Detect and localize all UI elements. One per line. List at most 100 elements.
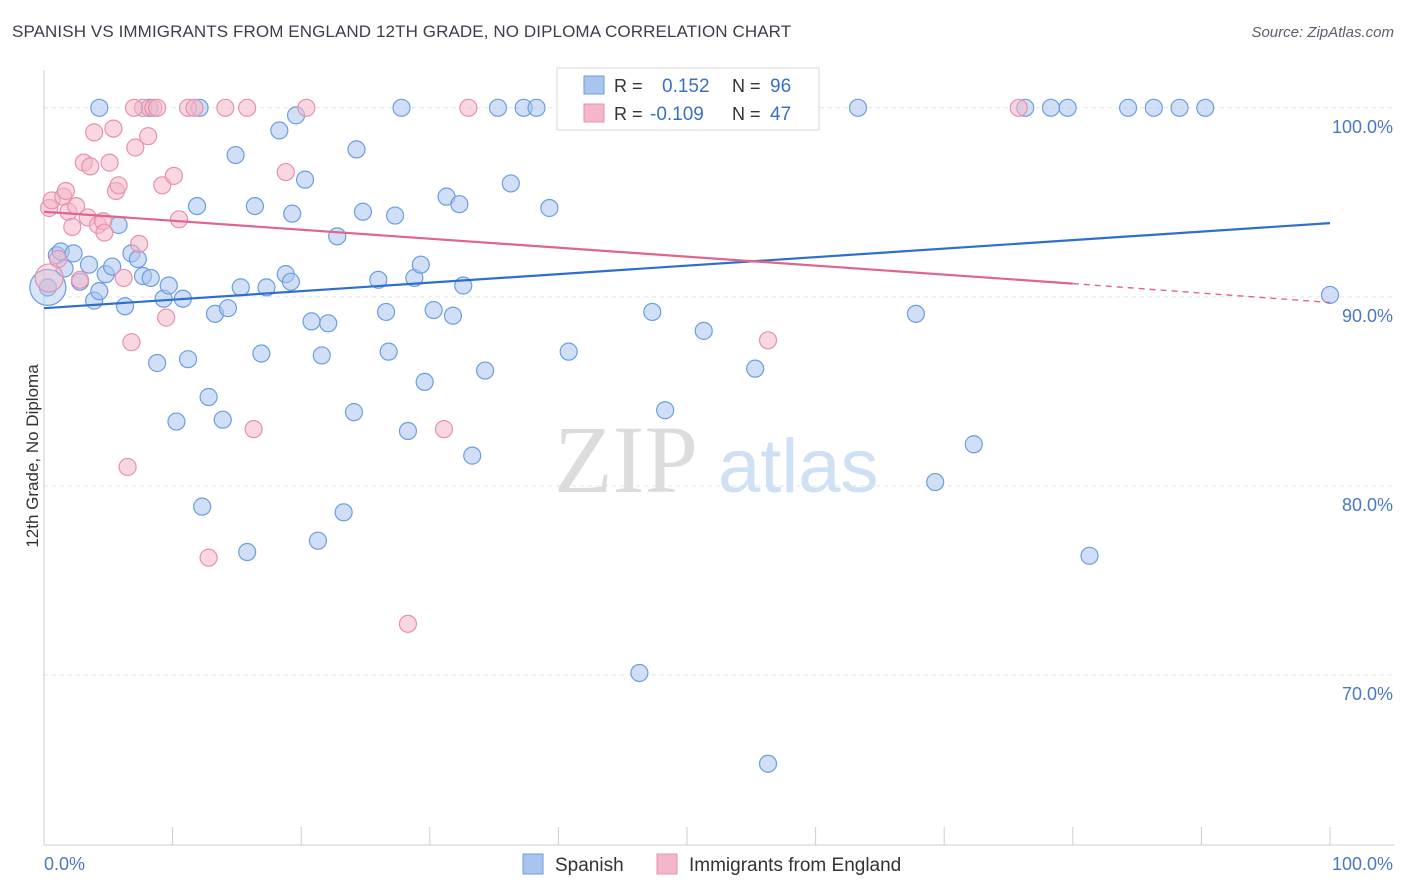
point-england-31 xyxy=(164,166,183,185)
point-spanish-77 xyxy=(746,359,765,378)
point-spanish-27 xyxy=(213,410,232,429)
point-england-11 xyxy=(81,157,100,176)
point-spanish-6 xyxy=(79,255,99,274)
point-spanish-33 xyxy=(252,344,271,363)
point-spanish-29 xyxy=(226,145,245,165)
point-england-45 xyxy=(238,98,257,117)
point-spanish-64 xyxy=(463,446,482,465)
point-england-28 xyxy=(148,98,167,117)
point-spanish-24 xyxy=(193,497,212,516)
y-tick-label-1: 80.0% xyxy=(1342,495,1393,515)
point-spanish-41 xyxy=(302,312,321,331)
point-spanish-43 xyxy=(312,346,331,365)
trend-line-england-extension xyxy=(1072,282,1331,304)
point-spanish-49 xyxy=(353,202,373,221)
point-england-17 xyxy=(104,119,123,138)
data-points xyxy=(29,98,1340,773)
point-spanish-85 xyxy=(1041,98,1061,117)
point-spanish-83 xyxy=(964,435,983,454)
legend-r-value-2: -0.109 xyxy=(650,104,704,125)
point-england-36 xyxy=(216,98,235,117)
point-spanish-66 xyxy=(488,98,508,117)
point-england-38 xyxy=(276,162,295,182)
source-label: Source: ZipAtlas.com xyxy=(1251,24,1394,41)
legend-r-value-1: 0.152 xyxy=(662,76,710,97)
point-spanish-30 xyxy=(231,278,250,297)
point-spanish-52 xyxy=(379,342,398,361)
point-spanish-37 xyxy=(281,272,301,291)
legend-r-label-2: R = xyxy=(614,104,643,124)
trend-line-spanish xyxy=(43,222,1331,310)
point-spanish-82 xyxy=(926,472,945,492)
bottom-legend-label-spanish: Spanish xyxy=(555,855,624,876)
point-england-32 xyxy=(169,210,189,229)
point-spanish-54 xyxy=(392,98,411,117)
point-spanish-12 xyxy=(115,297,135,316)
legend-n-label-1: N = xyxy=(732,76,761,96)
point-spanish-81 xyxy=(906,304,926,323)
point-spanish-53 xyxy=(385,206,405,225)
point-spanish-93 xyxy=(90,98,109,117)
point-spanish-87 xyxy=(1080,546,1099,565)
point-england-42 xyxy=(459,98,478,117)
point-england-6 xyxy=(63,217,82,236)
point-spanish-31 xyxy=(238,542,257,562)
watermark-atlas: atlas xyxy=(718,424,879,509)
point-england-20 xyxy=(114,268,133,288)
x-tick-label-0: 0.0% xyxy=(44,854,85,874)
point-england-15 xyxy=(95,223,114,242)
point-england-39 xyxy=(297,98,316,117)
point-spanish-28 xyxy=(218,299,237,318)
point-spanish-59 xyxy=(424,300,443,320)
point-england-26 xyxy=(139,127,158,146)
point-spanish-22 xyxy=(178,350,198,369)
point-england-4 xyxy=(56,181,75,201)
legend-n-value-1: 96 xyxy=(770,76,791,97)
legend-n-label-2: N = xyxy=(732,104,761,124)
point-spanish-50 xyxy=(369,270,388,289)
y-tick-label-3: 100.0% xyxy=(1332,117,1393,137)
point-spanish-23 xyxy=(187,196,207,216)
point-spanish-61 xyxy=(443,306,463,325)
point-spanish-44 xyxy=(319,314,338,333)
trend-lines xyxy=(43,210,1331,310)
point-spanish-8 xyxy=(90,282,109,301)
point-spanish-48 xyxy=(347,140,366,159)
grid-lines xyxy=(44,107,1395,676)
point-spanish-38 xyxy=(283,204,302,223)
point-spanish-88 xyxy=(1118,98,1138,117)
point-england-23 xyxy=(126,138,145,157)
series-legend: Spanish Immigrants from England xyxy=(522,853,901,876)
bottom-legend-swatch-spanish xyxy=(522,853,544,875)
point-spanish-40 xyxy=(295,170,315,189)
point-spanish-65 xyxy=(475,361,495,380)
point-spanish-58 xyxy=(415,372,434,391)
point-spanish-10 xyxy=(103,257,122,276)
x-tick-label-1: 100.0% xyxy=(1332,854,1393,874)
point-spanish-51 xyxy=(376,302,396,322)
legend-swatch-spanish xyxy=(583,75,605,95)
point-england-12 xyxy=(85,123,104,142)
point-spanish-14 xyxy=(128,249,147,269)
point-spanish-55 xyxy=(398,421,418,441)
point-spanish-80 xyxy=(848,98,868,117)
bottom-legend-label-england: Immigrants from England xyxy=(689,855,901,876)
point-england-44 xyxy=(1009,98,1028,117)
point-england-large xyxy=(34,263,64,293)
point-spanish-69 xyxy=(527,98,546,117)
point-spanish-74 xyxy=(656,401,675,420)
point-england-41 xyxy=(434,420,454,439)
point-england-21 xyxy=(118,457,137,477)
legend-r-label-1: R = xyxy=(614,76,643,96)
point-spanish-57 xyxy=(411,255,430,274)
point-england-8 xyxy=(70,270,90,289)
point-spanish-78 xyxy=(758,754,778,773)
point-spanish-large xyxy=(29,268,67,306)
point-spanish-91 xyxy=(1196,98,1215,117)
stats-legend: R = 0.152 N = 96 R = -0.109 N = 47 xyxy=(556,67,820,131)
y-tick-label-2: 90.0% xyxy=(1342,306,1393,326)
point-spanish-25 xyxy=(199,387,218,407)
point-england-22 xyxy=(122,333,141,352)
bottom-legend-swatch-england xyxy=(656,853,678,875)
